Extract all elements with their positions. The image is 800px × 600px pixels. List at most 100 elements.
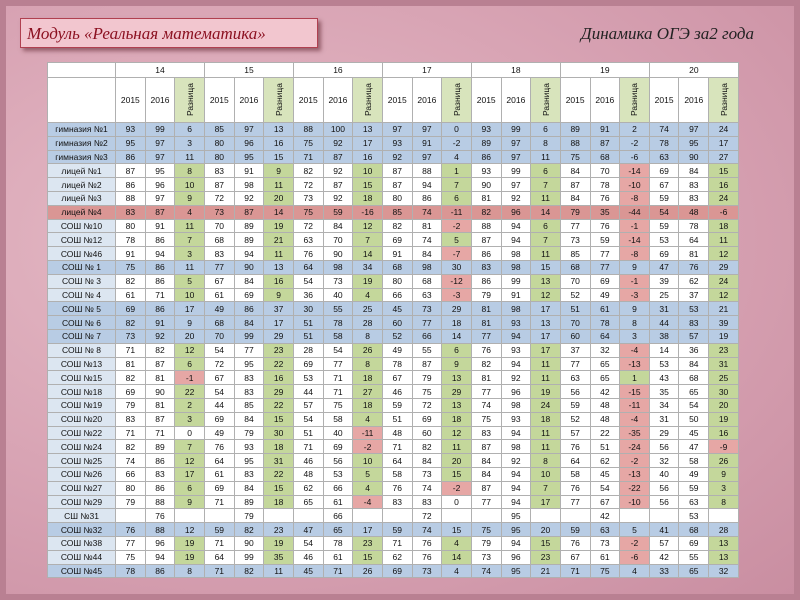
cell: 9: [263, 287, 294, 303]
cell: 64: [203, 549, 235, 565]
cell: 48: [589, 397, 621, 413]
cell: 92: [144, 328, 176, 344]
cell: 88: [559, 135, 591, 151]
cell: 65: [678, 563, 710, 579]
cell: 4: [352, 411, 383, 427]
data-row: СОШ №19 79 81 2 44 85 22 57 75 18 59 72 13 74 98 24 59 48…: [47, 397, 739, 413]
cell: 80: [381, 273, 413, 289]
cell: 16: [708, 425, 739, 441]
cell: 18: [263, 494, 294, 510]
cell: 91: [589, 122, 621, 137]
cell: 15: [263, 411, 294, 427]
cell: 97: [500, 149, 532, 165]
cell: 63: [292, 232, 324, 248]
cell: [352, 508, 383, 524]
cell: 94: [144, 246, 176, 261]
cell: 5: [619, 522, 650, 537]
cell: 72: [292, 218, 324, 234]
subcolumn-header: 2015: [648, 77, 680, 123]
cell: 69: [648, 246, 680, 261]
cell: 87: [322, 149, 354, 165]
subcolumn-header: Разница: [619, 77, 650, 123]
cell: 69: [381, 563, 413, 579]
cell: 8: [530, 135, 561, 151]
cell: 74: [115, 453, 146, 468]
cell: 75: [292, 135, 324, 151]
cell: 10: [530, 466, 561, 482]
cell: 59: [559, 397, 591, 413]
cell: 19: [708, 328, 739, 344]
cell: 56: [648, 494, 680, 510]
cell: 76: [559, 480, 591, 496]
cell: 52: [381, 328, 413, 344]
cell: 97: [233, 122, 265, 137]
cell: 31: [708, 356, 739, 372]
cell: 18: [708, 218, 739, 234]
cell: 89: [233, 494, 265, 510]
cell: 17: [352, 522, 383, 537]
cell: -14: [619, 232, 650, 248]
cell: 4: [352, 287, 383, 303]
cell: 81: [115, 356, 146, 372]
cell: 85: [233, 397, 265, 413]
cell: -13: [619, 466, 650, 482]
cell: 58: [559, 466, 591, 482]
subcolumn-header: Разница: [441, 77, 472, 123]
row-name: СОШ № 7: [47, 328, 116, 344]
cell: 53: [648, 356, 680, 372]
cell: 8: [530, 453, 561, 468]
cell: 15: [352, 549, 383, 565]
cell: 90: [233, 535, 265, 551]
cell: 51: [292, 328, 324, 344]
cell: 84: [233, 411, 265, 427]
cell: 76: [470, 342, 502, 358]
cell: 86: [144, 480, 176, 496]
cell: 78: [381, 356, 413, 372]
cell: 79: [233, 508, 265, 524]
cell: 76: [292, 246, 324, 261]
cell: 45: [589, 466, 621, 482]
cell: [619, 508, 650, 524]
cell: 82: [470, 204, 502, 220]
cell: 77: [589, 259, 621, 275]
row-name: СОШ №32: [47, 522, 116, 537]
row-name: СОШ №10: [47, 218, 116, 234]
cell: 73: [115, 328, 146, 344]
subcolumn-header: 2015: [115, 77, 146, 123]
cell: 14: [441, 328, 472, 344]
cell: 53: [648, 232, 680, 248]
cell: 83: [233, 466, 265, 482]
cell: 92: [322, 190, 354, 206]
cell: 19: [530, 384, 561, 399]
cell: 48: [589, 411, 621, 427]
cell: -1: [619, 218, 650, 234]
cell: 11: [530, 439, 561, 455]
cell: 21: [708, 301, 739, 317]
cell: 14: [263, 204, 294, 220]
cell: 4: [174, 204, 205, 220]
cell: 32: [648, 453, 680, 468]
cell: 29: [263, 384, 294, 399]
cell: 82: [292, 163, 324, 179]
cell: 40: [322, 425, 354, 441]
cell: 11: [263, 246, 294, 261]
cell: 54: [292, 411, 324, 427]
cell: -13: [619, 356, 650, 372]
cell: 33: [648, 563, 680, 579]
cell: 81: [144, 397, 176, 413]
cell: 46: [292, 453, 324, 468]
cell: 17: [530, 328, 561, 344]
cell: 11: [530, 190, 561, 206]
cell: 4: [441, 563, 472, 579]
cell: 95: [678, 135, 710, 151]
cell: 13: [530, 315, 561, 330]
cell: 65: [589, 370, 621, 386]
cell: 29: [441, 384, 472, 399]
cell: 71: [115, 425, 146, 441]
cell: 93: [500, 342, 532, 358]
data-row: СОШ №22 71 71 0 49 79 30 51 40 -11 48 60 12 83 94 11 57 2…: [47, 425, 739, 441]
cell: 61: [203, 287, 235, 303]
subheader-row: 2015 2016 Разница 2015 2016 Разница 2015 2016 Ра…: [47, 77, 739, 123]
cell: 69: [115, 301, 146, 317]
cell: 94: [144, 549, 176, 565]
